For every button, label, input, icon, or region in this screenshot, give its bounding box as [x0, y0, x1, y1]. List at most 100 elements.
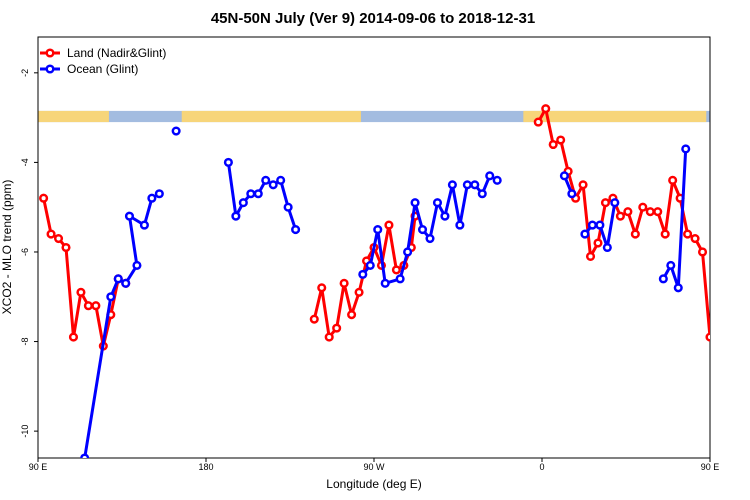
legend-label: Ocean (Glint): [67, 62, 138, 76]
data-point: [347, 310, 357, 320]
x-tick-label: 180: [198, 462, 213, 472]
data-point: [602, 242, 612, 253]
data-point: [238, 198, 248, 208]
data-point: [455, 220, 465, 230]
data-point: [432, 198, 443, 208]
land-segment: [38, 110, 109, 123]
data-point: [80, 453, 90, 458]
y-tick-label: -2: [20, 69, 30, 77]
land-ocean-mask: [38, 110, 710, 123]
data-point: [587, 220, 597, 230]
data-point: [317, 283, 327, 293]
data-point: [470, 180, 480, 190]
data-point: [541, 104, 551, 114]
legend: Land (Nadir&Glint) Ocean (Glint): [40, 46, 166, 76]
land-segment: [523, 110, 707, 123]
y-tick-label: -8: [20, 338, 30, 346]
data-point: [68, 332, 79, 342]
data-point: [291, 225, 301, 235]
plot-frame: [37, 36, 711, 459]
x-tick-label: 90 E: [701, 462, 720, 472]
data-point: [615, 211, 625, 221]
data-point: [727, 302, 734, 309]
y-tick-label: -4: [20, 158, 30, 166]
data-point: [132, 260, 142, 270]
legend-marker: [45, 64, 55, 74]
data-point: [533, 117, 543, 127]
data-point: [358, 269, 368, 279]
data-point: [106, 292, 116, 302]
axis-ticks: [34, 72, 711, 462]
data-point: [742, 293, 749, 300]
series-line: [42, 197, 127, 348]
data-point: [593, 238, 603, 248]
data-point: [580, 229, 590, 239]
land-segment: [181, 110, 361, 123]
data-point: [623, 207, 633, 217]
data-point: [477, 189, 487, 199]
data-point: [147, 193, 157, 203]
data-point: [268, 180, 278, 190]
ocean-strip: [38, 110, 710, 123]
data-point: [681, 144, 691, 154]
series-line: [716, 279, 750, 346]
data-point: [324, 332, 334, 342]
data-point: [395, 274, 405, 284]
series-line: [361, 174, 498, 285]
data-point: [91, 301, 101, 311]
data-point: [332, 323, 342, 333]
data-point: [462, 180, 472, 190]
data-point: [630, 229, 640, 239]
data-point: [283, 202, 293, 212]
data-point: [578, 180, 588, 190]
data-point: [417, 225, 428, 235]
data-point: [384, 220, 394, 230]
y-tick-label: -10: [20, 425, 30, 438]
data-point: [121, 278, 131, 288]
x-tick-label: 0: [539, 462, 544, 472]
data-point: [380, 278, 390, 288]
data-point: [668, 175, 678, 185]
series-line: [746, 194, 750, 297]
y-axis-tick-labels: -2 -4 -6 -8 -10: [20, 69, 30, 438]
chart-title: 45N-50N July (Ver 9) 2014-09-06 to 2018-…: [211, 10, 535, 27]
data-point: [653, 207, 663, 217]
data-point: [403, 247, 413, 257]
data-point: [46, 229, 56, 239]
data-point: [261, 175, 271, 185]
data-point: [83, 301, 93, 311]
data-point: [705, 332, 710, 342]
data-point: [735, 343, 742, 350]
series-line: [83, 192, 161, 458]
data-point: [231, 211, 241, 221]
data-point: [391, 265, 401, 275]
data-point: [683, 229, 693, 239]
x-axis-label: Longitude (deg E): [326, 477, 421, 491]
data-point: [492, 175, 502, 185]
data-point: [425, 233, 435, 244]
data-point: [410, 198, 420, 208]
series-line: [226, 162, 298, 231]
data-point: [610, 198, 620, 208]
data-point: [485, 171, 495, 181]
series-line: [661, 148, 688, 290]
y-tick-label: -6: [20, 248, 30, 256]
data-point: [365, 260, 375, 270]
y-axis-label: XCO2 - MLO trend (ppm): [0, 180, 14, 315]
data-point: [742, 311, 749, 318]
data-point: [154, 189, 164, 199]
data-point: [645, 207, 655, 217]
data-point: [697, 247, 708, 257]
data-point: [556, 135, 566, 145]
series-layer: [39, 104, 750, 458]
data-point: [600, 198, 611, 208]
data-point: [720, 302, 727, 309]
data-point: [246, 189, 256, 199]
data-point: [354, 287, 364, 297]
data-point: [666, 260, 676, 270]
data-point: [139, 220, 149, 230]
data-point: [567, 189, 577, 199]
legend-label: Land (Nadir&Glint): [67, 46, 166, 60]
data-point: [373, 225, 383, 235]
